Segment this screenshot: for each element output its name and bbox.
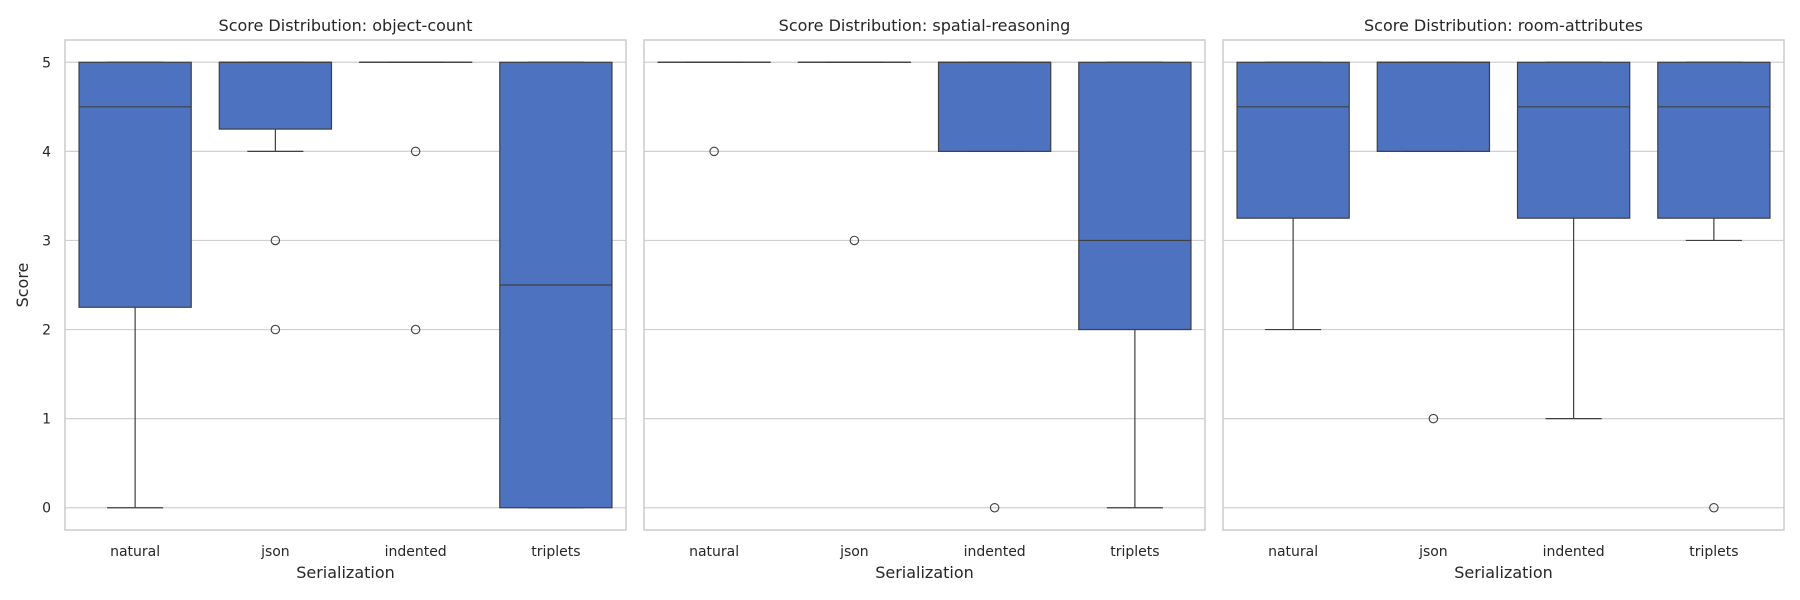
outlier-point (410, 146, 421, 157)
box-iqr (937, 61, 1052, 152)
x-tick-label: indented (385, 544, 447, 560)
box-indented (937, 61, 1052, 513)
outlier-point (1428, 413, 1439, 424)
x-tick-label: indented (1543, 544, 1605, 560)
y-tick-label: 2 (42, 323, 51, 339)
outlier-point (1709, 502, 1719, 513)
box-iqr (1376, 61, 1491, 152)
y-tick-label: 3 (42, 233, 51, 249)
outlier-point (709, 146, 719, 157)
box-iqr (78, 61, 192, 308)
panel-title: Score Distribution: room-attributes (1364, 16, 1643, 35)
box-iqr (1516, 61, 1631, 219)
panel-title: Score Distribution: spatial-reasoning (779, 16, 1071, 35)
box-json (218, 61, 333, 335)
y-tick-label: 4 (42, 144, 51, 160)
x-tick-label: natural (110, 544, 160, 560)
x-axis-label: Serialization (296, 563, 395, 582)
y-tick-label: 0 (42, 501, 51, 517)
x-tick-label: json (839, 544, 869, 560)
y-tick-label: 5 (42, 55, 51, 71)
box-iqr (1078, 61, 1192, 331)
box-iqr (1657, 61, 1771, 219)
panel-frame (643, 39, 1206, 531)
x-tick-label: json (260, 544, 290, 560)
panel-2 (643, 39, 1206, 531)
x-axis-label: Serialization (1454, 563, 1553, 582)
x-tick-label: json (1418, 544, 1448, 560)
box-triplets (499, 61, 613, 509)
box-json (1376, 61, 1491, 424)
box-indented (358, 61, 473, 335)
x-tick-label: triplets (1110, 544, 1159, 560)
x-tick-label: triplets (531, 544, 580, 560)
box-natural (78, 61, 192, 509)
box-triplets (1657, 61, 1771, 513)
x-tick-label: natural (689, 544, 739, 560)
x-tick-label: indented (964, 544, 1026, 560)
box-iqr (1236, 61, 1350, 219)
x-tick-label: natural (1268, 544, 1318, 560)
box-json (797, 61, 912, 246)
outlier-point (270, 324, 281, 335)
panel-3 (1222, 39, 1785, 531)
outlier-point (410, 324, 421, 335)
box-natural (1236, 61, 1350, 331)
outlier-point (849, 235, 860, 246)
panel-title: Score Distribution: object-count (219, 16, 473, 35)
box-indented (1516, 61, 1631, 420)
box-natural (657, 61, 771, 157)
box-triplets (1078, 61, 1192, 509)
panel-1 (64, 39, 627, 531)
y-tick-label: 1 (42, 412, 51, 428)
box-iqr (218, 61, 333, 130)
panel-frame (1222, 39, 1785, 531)
panel-frame (64, 39, 627, 531)
y-axis-label: Score (13, 263, 32, 308)
outlier-point (989, 502, 1000, 513)
x-tick-label: triplets (1689, 544, 1738, 560)
outlier-point (270, 235, 281, 246)
x-axis-label: Serialization (875, 563, 974, 582)
